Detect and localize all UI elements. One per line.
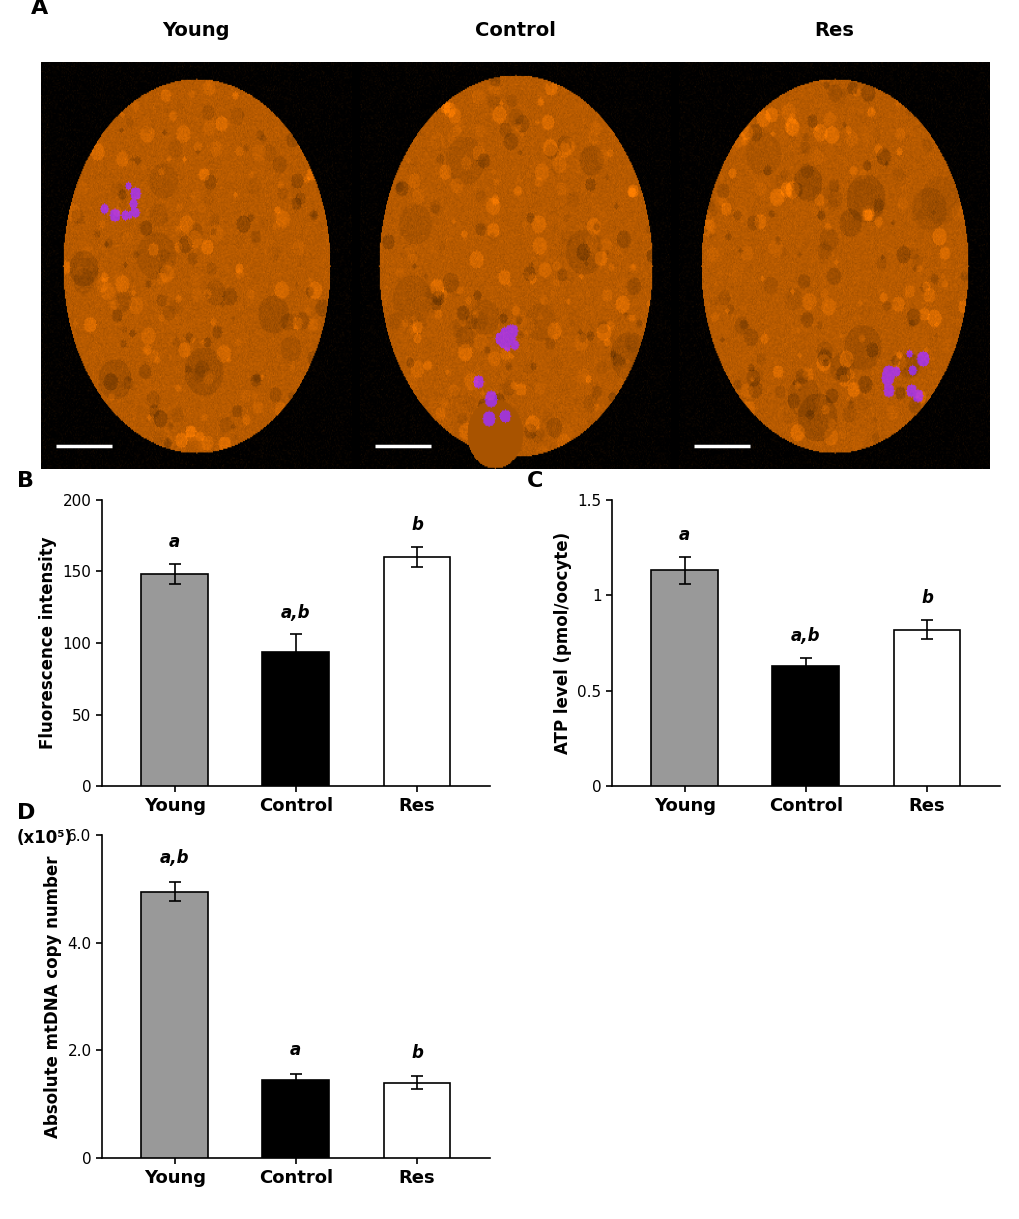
Text: a,b: a,b <box>791 628 819 645</box>
Text: a: a <box>289 1041 302 1059</box>
Text: (x10⁵): (x10⁵) <box>16 829 72 846</box>
Text: Young: Young <box>162 21 229 40</box>
Bar <box>771 666 839 786</box>
Bar <box>893 630 959 786</box>
Bar <box>651 570 717 786</box>
Text: B: B <box>16 472 34 491</box>
Text: D: D <box>16 802 35 823</box>
Bar <box>142 574 208 786</box>
Y-axis label: Absolute mtDNA copy number: Absolute mtDNA copy number <box>44 856 62 1137</box>
Text: C: C <box>526 472 542 491</box>
Text: b: b <box>920 589 932 607</box>
Text: Control: Control <box>474 21 555 40</box>
Text: Res: Res <box>813 21 853 40</box>
Bar <box>383 557 449 786</box>
Bar <box>262 1080 329 1158</box>
Y-axis label: ATP level (pmol/oocyte): ATP level (pmol/oocyte) <box>553 531 572 755</box>
Bar <box>383 1082 449 1158</box>
Text: a,b: a,b <box>160 850 190 868</box>
Bar <box>262 652 329 786</box>
Y-axis label: Fluorescence intensity: Fluorescence intensity <box>39 536 57 750</box>
Text: a: a <box>679 527 690 544</box>
Text: A: A <box>32 0 49 18</box>
Text: b: b <box>411 516 423 534</box>
Bar <box>142 891 208 1158</box>
Text: a: a <box>169 534 180 551</box>
Text: b: b <box>411 1043 423 1062</box>
Text: a,b: a,b <box>281 603 310 622</box>
